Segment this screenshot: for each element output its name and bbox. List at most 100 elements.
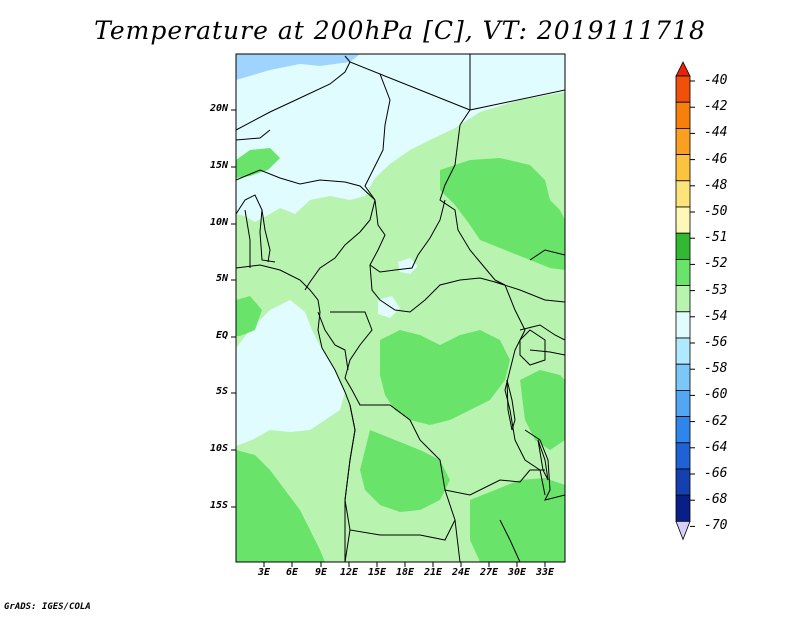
border-ethiopia: [529, 249, 565, 261]
lon-label-3e: 3E: [257, 567, 271, 578]
colorbar-label: -68: [704, 492, 728, 508]
border-nigeria-cameroon: [304, 199, 376, 291]
lat-label-15s: 15S: [209, 500, 228, 511]
lon-label-12e: 12E: [339, 567, 359, 578]
lon-ticks: [263, 562, 546, 567]
colorbar-label: -52: [704, 256, 728, 272]
colorbar-label: -40: [704, 73, 728, 88]
lat-label-5s: 5S: [215, 386, 228, 397]
grads-credit: GrADS: IGES/COLA: [4, 602, 91, 612]
colorbar-bottom-arrow: [675, 521, 691, 541]
lat-label-15n: 15N: [209, 160, 228, 171]
lon-label-27e: 27E: [479, 567, 499, 578]
colorbar-box: [675, 311, 691, 339]
colorbar-box: [675, 180, 691, 208]
colorbar-box: [675, 363, 691, 391]
field-minus53-south-center: [360, 430, 450, 512]
temperature-field: [236, 54, 565, 562]
colorbar-label: -51: [704, 230, 728, 246]
colorbar-box: [675, 416, 691, 444]
colorbar-label: -54: [704, 308, 728, 324]
field-minus58-region: [236, 54, 360, 80]
colorbar-box: [675, 494, 691, 522]
field-minus53-northeast: [440, 158, 565, 270]
lat-label-5n: 5N: [215, 273, 228, 284]
lon-label-33e: 33E: [535, 567, 555, 578]
field-minus56-center: [398, 258, 418, 274]
border-drc-west: [330, 311, 446, 491]
border-drc-east: [504, 284, 546, 496]
lat-label-eq: EQ: [215, 330, 228, 341]
colorbar-top-arrow: [675, 61, 691, 77]
border-benin-togo: [244, 209, 271, 268]
border-tanzania: [524, 429, 565, 501]
lake-malawi: [537, 439, 549, 481]
field-minus53-southwest: [236, 450, 325, 562]
colorbar-box: [675, 468, 691, 496]
field-minus53-southeast: [470, 478, 565, 562]
colorbar-box: [675, 337, 691, 365]
colorbar-box: [675, 101, 691, 129]
border-libya-egypt: [379, 73, 471, 111]
field-minus53-north-west: [236, 148, 280, 178]
lon-label-30e: 30E: [507, 567, 527, 578]
field-minus53-east: [520, 370, 565, 450]
colorbar-box: [675, 258, 691, 286]
colorbar-box: [675, 389, 691, 417]
colorbar-label: -58: [704, 361, 728, 377]
colorbar-box: [675, 442, 691, 470]
colorbar-box: [675, 154, 691, 182]
lon-label-18e: 18E: [395, 567, 415, 578]
colorbar-label: -50: [704, 204, 728, 219]
lat-ticks: [231, 109, 236, 508]
lake-tanganyika: [506, 379, 516, 431]
colorbar-label: -46: [704, 151, 728, 167]
border-libya-chad: [344, 55, 391, 201]
field-minus53-west-strip: [236, 296, 262, 336]
field-minus53-center: [380, 330, 510, 425]
colorbar-label: -53: [704, 282, 728, 298]
colorbar-label: -48: [704, 177, 728, 193]
colorbar-label: -62: [704, 413, 728, 429]
map-title: Temperature at 200hPa [C], VT: 201911171…: [94, 16, 706, 45]
border-uganda-kenya: [519, 324, 565, 356]
border-car: [369, 264, 506, 313]
lat-label-10n: 10N: [209, 217, 228, 228]
map-frame: [235, 53, 566, 563]
colorbar-box: [675, 206, 691, 234]
colorbar-box: [675, 127, 691, 155]
lon-label-24e: 24E: [451, 567, 471, 578]
colorbar-box: [675, 285, 691, 313]
field-minus56-west: [236, 300, 345, 446]
colorbar-label: -56: [704, 335, 728, 350]
border-gabon: [317, 311, 349, 371]
border-algeria-niger: [236, 61, 351, 131]
colorbar-label: -66: [704, 466, 728, 481]
field-minus56-congo: [378, 296, 400, 318]
lon-label-6e: 6E: [285, 567, 299, 578]
colorbar-label: -44: [704, 125, 728, 141]
lat-label-20n: 20N: [209, 103, 228, 114]
border-morocco-algeria: [236, 129, 271, 141]
border-namibia-botswana: [344, 519, 521, 562]
lat-label-10s: 10S: [209, 443, 228, 454]
border-niger-nigeria: [236, 169, 376, 201]
colorbar-label: -64: [704, 439, 728, 455]
colorbar: [675, 61, 695, 541]
colorbar-box: [675, 75, 691, 103]
coastline-west-africa: [236, 264, 356, 562]
country-borders: [236, 54, 565, 562]
border-cameroon-chad: [369, 199, 446, 273]
colorbar-label: -70: [704, 518, 728, 534]
colorbar-label: -60: [704, 387, 728, 403]
lon-label-21e: 21E: [423, 567, 443, 578]
lake-victoria: [519, 329, 546, 366]
lon-label-9e: 9E: [314, 567, 328, 578]
colorbar-box: [675, 232, 691, 260]
border-zambia: [444, 469, 545, 496]
border-sudan-south: [494, 281, 565, 303]
border-chad-sudan: [439, 124, 506, 286]
lon-label-15e: 15E: [367, 567, 387, 578]
colorbar-label: -42: [704, 99, 728, 115]
